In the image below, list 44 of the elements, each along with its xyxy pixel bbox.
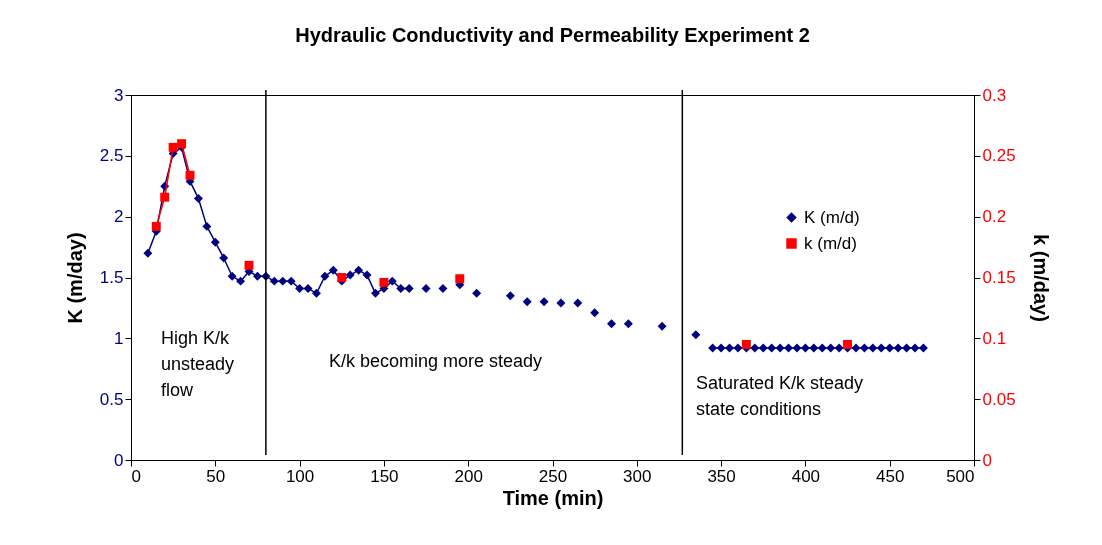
point bbox=[168, 142, 178, 152]
y2-tick-label: 0.25 bbox=[982, 146, 1016, 166]
y2-axis-title: k (m/day) bbox=[1029, 234, 1052, 322]
point bbox=[379, 277, 389, 287]
y2-tick-label: 0.1 bbox=[982, 328, 1007, 348]
x-tick-label: 400 bbox=[791, 466, 821, 486]
x-tick-label: 300 bbox=[623, 466, 652, 486]
y-tick-label: 2 bbox=[114, 207, 124, 227]
y-tick-label: 1 bbox=[114, 328, 124, 348]
x-tick-label: 200 bbox=[454, 466, 483, 486]
y2-tick-label: 0 bbox=[982, 450, 992, 470]
y2-tick-label: 0.2 bbox=[982, 207, 1007, 227]
point bbox=[151, 221, 161, 231]
point bbox=[843, 339, 853, 349]
point bbox=[455, 274, 465, 284]
point bbox=[185, 170, 195, 180]
x-tick-label: 450 bbox=[876, 466, 905, 486]
x-tick-label: 250 bbox=[538, 466, 568, 486]
y2-tick-label: 0.3 bbox=[982, 85, 1007, 105]
point bbox=[741, 339, 751, 349]
point bbox=[337, 273, 347, 282]
legend-label: k (m/d) bbox=[804, 233, 857, 253]
annotation: High K/k unsteady flow bbox=[161, 328, 235, 400]
point bbox=[244, 260, 254, 270]
x-tick-label: 350 bbox=[707, 466, 736, 486]
y-tick-label: 0 bbox=[114, 450, 124, 470]
annotation: Saturated K/k steady state conditions bbox=[696, 373, 864, 419]
y-tick-label: 2.5 bbox=[99, 146, 124, 166]
x-tick-label: 50 bbox=[206, 466, 226, 486]
x-tick-label: 0 bbox=[131, 466, 141, 486]
x-axis-title: Time (min) bbox=[502, 486, 604, 509]
x-tick-label: 150 bbox=[370, 466, 399, 486]
x-tick-label: 100 bbox=[285, 466, 315, 486]
x-tick-label: 500 bbox=[946, 466, 975, 486]
y2-tick-label: 0.05 bbox=[982, 389, 1016, 409]
y-axis-title: K (m/day) bbox=[63, 232, 86, 324]
y-tick-label: 0.5 bbox=[99, 389, 124, 409]
chart-title: Hydraulic Conductivity and Permeability Experiment 2 bbox=[295, 24, 810, 46]
y-tick-label: 3 bbox=[114, 85, 124, 105]
annotation: K/k becoming more steady bbox=[329, 351, 543, 371]
point bbox=[160, 192, 170, 202]
y2-tick-label: 0.15 bbox=[982, 268, 1016, 287]
legend-label: K (m/d) bbox=[804, 207, 860, 227]
y-tick-label: 1.5 bbox=[99, 268, 124, 287]
